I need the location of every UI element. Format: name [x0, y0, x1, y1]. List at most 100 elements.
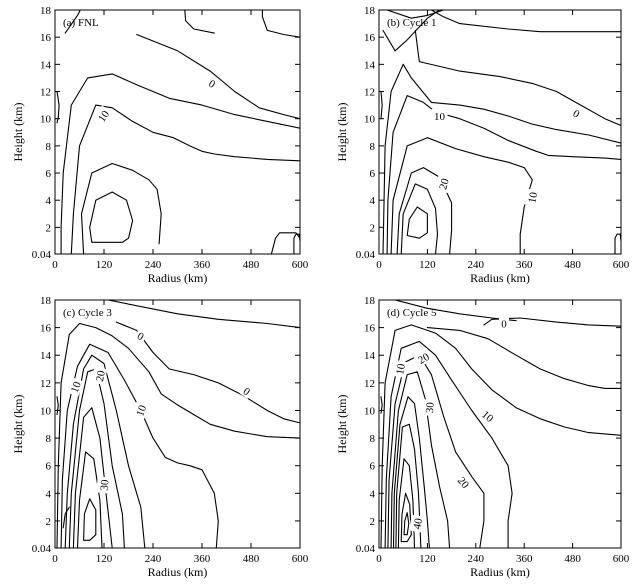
panel-d: 0 10 20 30 10 20 40 0 120 240 360 480 600 0.04 2 4 6 8 10 1…: [335, 295, 630, 579]
y-tick-label: 2: [370, 516, 376, 528]
contour-label-text: 0: [135, 330, 146, 343]
contour-line-25: [392, 396, 430, 548]
x-tick-label: 360: [194, 553, 211, 565]
y-tick-label: 12: [40, 87, 51, 99]
x-tick-label: 120: [419, 553, 436, 565]
x-tick-label: 360: [516, 259, 533, 271]
x-axis-label: Radius (km): [470, 565, 530, 579]
contour-label-bg: [421, 399, 437, 417]
x-tick-label: 0: [52, 259, 58, 271]
y-tick-label: 14: [40, 59, 52, 71]
panel-title: (d) Cycle 5: [387, 307, 437, 319]
contour-line-40: [400, 492, 412, 543]
contour-label: 10: [92, 105, 113, 126]
contour-label: 20: [453, 471, 475, 493]
x-axis-label: Radius (km): [470, 271, 530, 285]
contour-label-bg: [204, 74, 221, 92]
contour-label-text: 10: [134, 403, 149, 418]
y-tick-label: 2: [370, 222, 376, 234]
contour-label: 10: [131, 400, 149, 421]
contour-label: 20: [91, 366, 108, 385]
contour-label-bg: [391, 359, 408, 378]
plot-frame: [378, 9, 622, 255]
y-tick-label: 4: [370, 488, 376, 500]
contour-label-text: 0: [241, 385, 253, 398]
contour-line-0: [293, 233, 300, 254]
contour-label: 30: [421, 399, 437, 417]
y-tick-label: 12: [364, 378, 375, 390]
contour-label-text: 30: [424, 401, 437, 414]
contour-label-text: 0: [571, 108, 582, 121]
contour-label-bg: [92, 105, 113, 126]
contour-line-5: [56, 322, 300, 548]
contour-label: 30: [96, 476, 111, 494]
panel-a: 0 10 0 120 240 360 480 600 0.04 2 4 6 8 10 12 14 16 18 Rad…: [11, 5, 309, 285]
contour-line-0: [64, 10, 81, 34]
x-tick-label: 600: [613, 553, 630, 565]
x-tick-label: 600: [613, 259, 630, 271]
contour-line-0: [483, 317, 621, 327]
x-tick-label: 360: [516, 553, 533, 565]
contour-line-25: [400, 183, 439, 254]
contour-line-15: [390, 137, 533, 254]
contour-label-bg: [66, 377, 84, 397]
contour-line-10: [70, 104, 300, 254]
y-axis-label: Height (km): [335, 103, 349, 162]
contour-label: 0: [133, 327, 149, 344]
contour-label: 40: [409, 514, 425, 533]
contour-line-0: [56, 396, 59, 416]
x-tick-label: 120: [96, 259, 113, 271]
contour-line-0: [115, 321, 300, 424]
y-tick-label: 8: [370, 141, 376, 153]
y-tick-label: 8: [46, 141, 52, 153]
x-axis-label: Radius (km): [148, 565, 208, 579]
y-tick-label: 14: [40, 350, 52, 362]
panel-title: (a) FNL: [63, 17, 99, 29]
x-tick-label: 480: [564, 553, 581, 565]
x-tick-label: 120: [419, 259, 436, 271]
x-tick-label: 360: [194, 259, 211, 271]
contour-group: [380, 10, 621, 254]
y-axis-label: Height (km): [335, 395, 349, 454]
contour-label-text: 10: [394, 362, 408, 375]
y-tick-label: 8: [46, 433, 52, 445]
plot-frame: [378, 299, 622, 549]
contour-line-45: [403, 512, 410, 536]
contour-label: 10: [66, 377, 84, 397]
y-tick-label: 0.04: [32, 249, 52, 261]
contour-group: [56, 10, 300, 254]
y-tick-label: 16: [364, 32, 376, 44]
contour-label: 0: [204, 74, 221, 92]
contour-label-bg: [569, 104, 585, 122]
contour-line-0: [107, 300, 300, 329]
contour-line-30: [76, 451, 103, 548]
y-tick-label: 2: [46, 516, 52, 528]
contour-line-15: [80, 162, 162, 254]
contour-line-5: [380, 324, 621, 548]
y-axis-label: Height (km): [11, 395, 25, 454]
contour-label: 10: [477, 405, 499, 426]
contour-label-bg: [524, 188, 540, 207]
x-axis-label: Radius (km): [148, 271, 208, 285]
x-tick-label: 240: [145, 259, 162, 271]
contour-line-0: [426, 327, 621, 389]
panel-title: (c) Cycle 3: [63, 307, 112, 319]
contour-line-10: [384, 340, 513, 548]
contour-line-30: [395, 423, 422, 548]
y-tick-label: 14: [364, 59, 376, 71]
contour-label: 0: [499, 316, 509, 331]
x-tick-label: 240: [468, 553, 485, 565]
contour-label-text: 0: [501, 319, 507, 331]
y-tick-label: 10: [364, 114, 376, 126]
contour-label-bg: [434, 174, 452, 194]
y-tick-label: 18: [40, 295, 52, 307]
plot-frame: [54, 299, 301, 549]
y-tick-label: 0.04: [356, 249, 376, 261]
y-tick-label: 10: [40, 114, 52, 126]
x-tick-label: 480: [243, 259, 260, 271]
contour-line-15: [64, 354, 146, 548]
contour-label-bg: [412, 347, 434, 368]
x-tick-label: 0: [376, 259, 382, 271]
contour-line-0: [136, 33, 300, 120]
x-tick-label: 0: [376, 553, 382, 565]
